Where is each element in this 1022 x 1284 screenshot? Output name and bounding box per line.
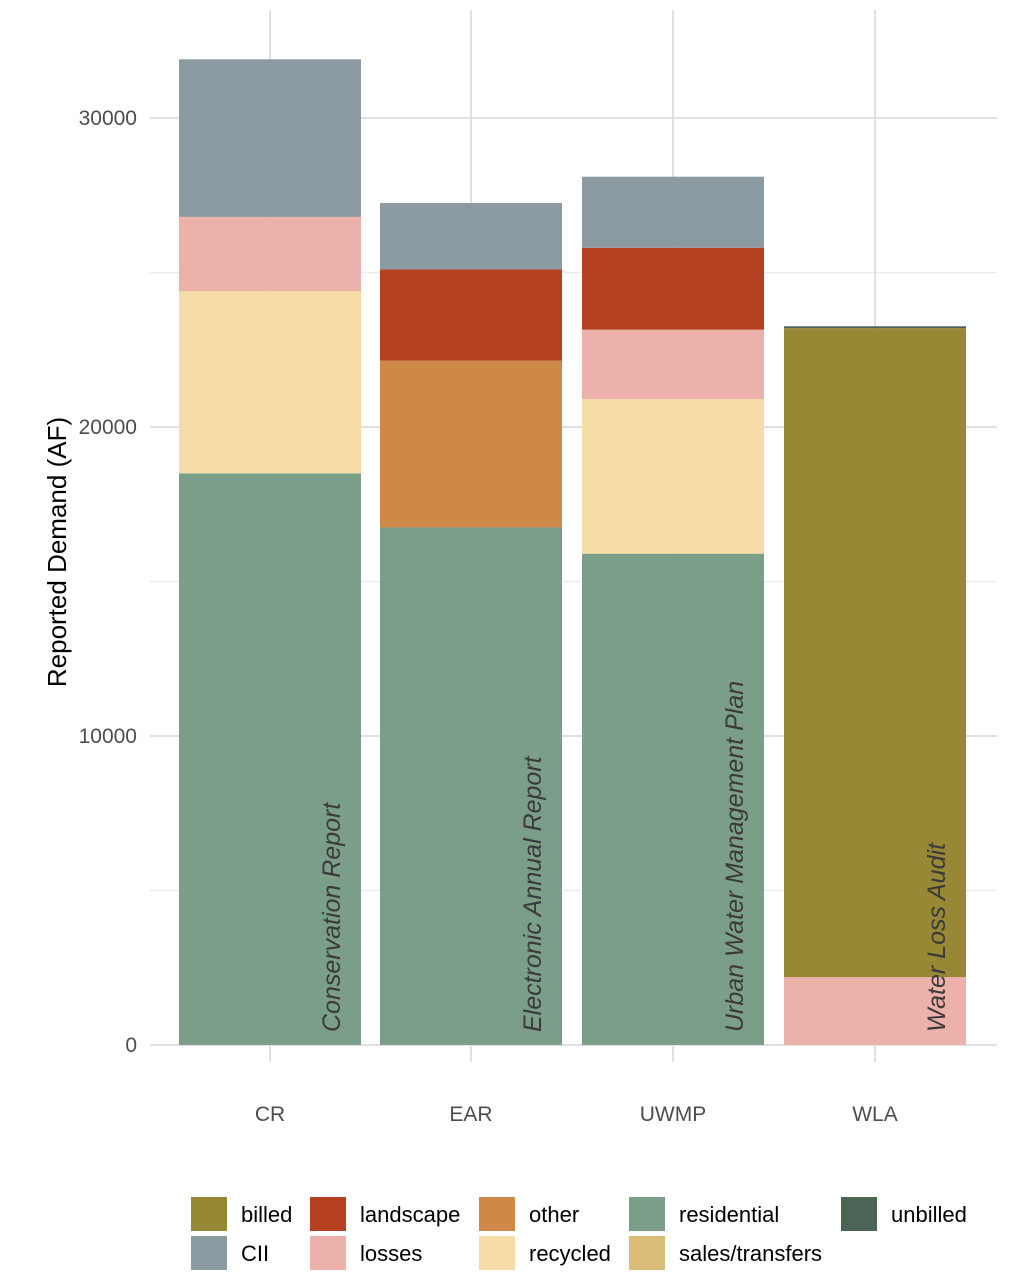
y-tick-label: 20000: [79, 416, 137, 439]
legend-item-billed: billed: [191, 1197, 292, 1231]
bar-labels: Conservation Report Electronic Annual Rep…: [318, 681, 951, 1032]
legend-swatch: [191, 1197, 227, 1231]
x-tick-label-wla: WLA: [852, 1103, 898, 1126]
bar-segment-wla-unbilled: [784, 326, 966, 329]
bar-segment-cr-recycled: [179, 291, 361, 474]
legend-label: losses: [360, 1241, 422, 1266]
bar-segment-uwmp-residential: [582, 553, 764, 1045]
bar-segment-wla-losses: [784, 977, 966, 1045]
legend-label: unbilled: [891, 1202, 967, 1227]
legend-item-cii: CII: [191, 1236, 269, 1270]
bar-segment-ear-other: [380, 360, 562, 528]
legend-label: sales/transfers: [679, 1241, 822, 1266]
bar-segment-wla-billed: [784, 328, 966, 978]
bar-label-uwmp: Urban Water Management Plan: [721, 681, 749, 1032]
bar-segment-cr-losses: [179, 216, 361, 292]
y-tick-label: 10000: [79, 725, 137, 748]
bar-segment-ear-landscape: [380, 269, 562, 361]
bar-segment-uwmp-cii: [582, 176, 764, 248]
y-axis-tick-labels: 0 10000 20000 30000: [79, 107, 137, 1057]
bar-label-ear: Electronic Annual Report: [519, 755, 547, 1032]
legend-swatch: [629, 1197, 665, 1231]
legend-label: other: [529, 1202, 579, 1227]
legend-swatch: [841, 1197, 877, 1231]
y-tick-label: 0: [125, 1034, 137, 1057]
legend-swatch: [191, 1236, 227, 1270]
bar-segment-ear-residential: [380, 527, 562, 1045]
bar-segment-cr-residential: [179, 473, 361, 1046]
legend-swatch: [479, 1236, 515, 1270]
legend-label: residential: [679, 1202, 779, 1227]
legend: billed landscape other residential unbilled C…: [191, 1197, 967, 1270]
bar-segment-cr-cii: [179, 59, 361, 217]
y-tick-label: 30000: [79, 107, 137, 130]
legend-item-unbilled: unbilled: [841, 1197, 967, 1231]
bar-segment-uwmp-landscape: [582, 247, 764, 330]
legend-item-losses: losses: [310, 1236, 422, 1270]
legend-swatch: [479, 1197, 515, 1231]
legend-swatch: [310, 1197, 346, 1231]
bar-label-wla: Water Loss Audit: [923, 842, 951, 1032]
y-axis-title: Reported Demand (AF): [42, 417, 72, 687]
bar-segment-uwmp-recycled: [582, 399, 764, 554]
x-tick-label-uwmp: UWMP: [640, 1103, 707, 1126]
legend-swatch: [629, 1236, 665, 1270]
legend-item-residential: residential: [629, 1197, 779, 1231]
x-tick-label-cr: CR: [255, 1103, 285, 1126]
legend-swatch: [310, 1236, 346, 1270]
bar-label-cr: Conservation Report: [318, 802, 346, 1032]
bars: [179, 59, 966, 1046]
legend-item-recycled: recycled: [479, 1236, 611, 1270]
legend-label: CII: [241, 1241, 269, 1266]
legend-item-landscape: landscape: [310, 1197, 460, 1231]
legend-label: recycled: [529, 1241, 611, 1266]
legend-label: landscape: [360, 1202, 460, 1227]
legend-label: billed: [241, 1202, 292, 1227]
bar-segment-ear-cii: [380, 202, 562, 270]
bar-segment-uwmp-losses: [582, 329, 764, 400]
x-tick-label-ear: EAR: [449, 1103, 492, 1126]
legend-item-sales-transfers: sales/transfers: [629, 1236, 822, 1270]
legend-item-other: other: [479, 1197, 579, 1231]
x-axis-tick-labels: CR EAR UWMP WLA: [255, 1103, 898, 1126]
